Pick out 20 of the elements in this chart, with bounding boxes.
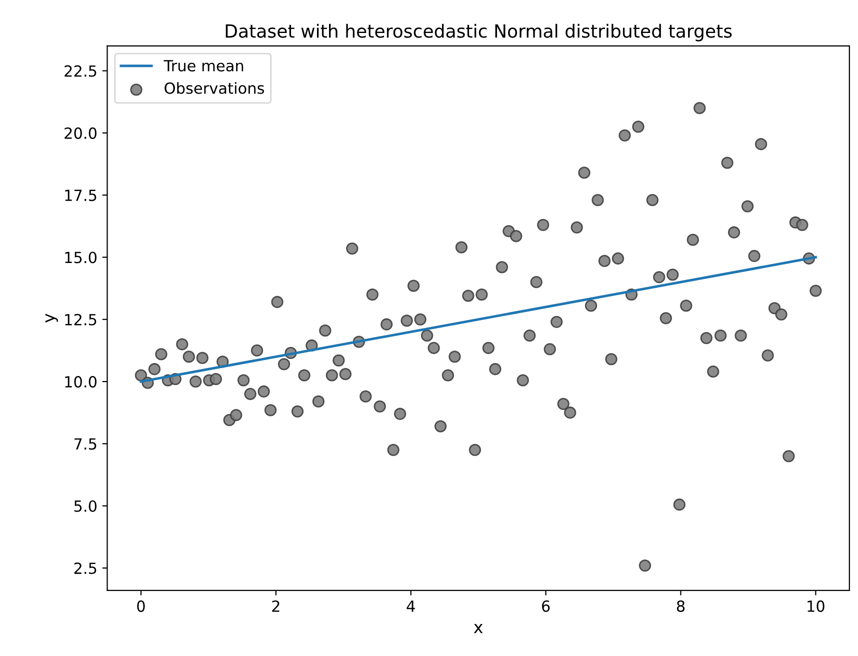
x-tick-label: 6 [542,600,550,612]
y-tick-label: 20.0 [64,127,97,139]
chart-title: Dataset with heteroscedastic Normal distributed targets [226,24,732,42]
y-tick-label: 5.0 [74,500,97,512]
y-tick-label: 15.0 [65,252,97,264]
x-tick-label: 10 [808,600,824,612]
y-tick-label: 17.5 [65,190,96,202]
y-tick-label: 12.5 [65,314,96,326]
y-tick-label: 7.5 [74,438,96,450]
y-axis-title: y [45,314,58,323]
x-tick-label: 4 [406,600,415,612]
legend-label: True mean [164,60,244,72]
y-tick-label: 2.5 [74,562,96,574]
legend-label: Observations [164,82,264,94]
x-tick-label: 2 [272,600,280,612]
x-axis-title: x [474,624,483,634]
y-tick-label: 10.0 [65,376,97,388]
y-tick-label: 22.5 [64,65,96,77]
x-tick-label: 0 [137,600,145,612]
x-tick-label: 8 [676,600,685,612]
